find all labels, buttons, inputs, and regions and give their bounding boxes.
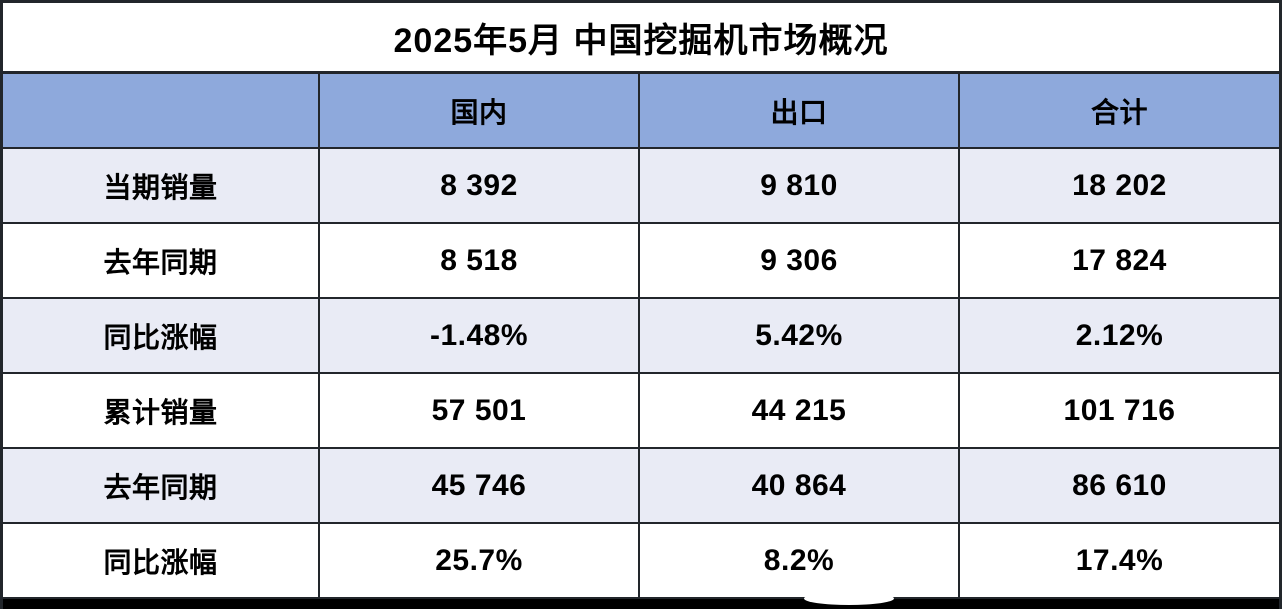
row-label: 累计销量 <box>103 396 218 428</box>
cell-domestic: 8 518 <box>318 224 638 297</box>
bottom-bar <box>3 599 1279 609</box>
cell-domestic: 57 501 <box>318 374 638 447</box>
row-label: 去年同期 <box>103 471 218 503</box>
notch-shape <box>804 592 894 605</box>
table-row: 去年同期 8 518 9 306 17 824 <box>3 224 1279 299</box>
cell-total: 86 610 <box>958 449 1279 522</box>
header-cell-empty <box>3 74 318 147</box>
cell-domestic: -1.48% <box>318 299 638 372</box>
cell-export: 5.42% <box>638 299 958 372</box>
header-cell-export: 出口 <box>638 74 958 147</box>
cell-domestic: 8 392 <box>318 149 638 222</box>
cell-domestic: 45 746 <box>318 449 638 522</box>
page-title: 2025年5月 中国挖掘机市场概况 <box>393 21 889 60</box>
cell-export: 8.2% <box>638 524 958 597</box>
cell-total: 101 716 <box>958 374 1279 447</box>
cell-export: 44 215 <box>638 374 958 447</box>
table-row: 当期销量 8 392 9 810 18 202 <box>3 149 1279 224</box>
row-label: 同比涨幅 <box>103 321 218 353</box>
cell-domestic: 25.7% <box>318 524 638 597</box>
header-cell-total: 合计 <box>958 74 1279 147</box>
row-label: 当期销量 <box>103 171 218 203</box>
cell-total: 2.12% <box>958 299 1279 372</box>
cell-export: 40 864 <box>638 449 958 522</box>
table-header-row: 国内 出口 合计 <box>3 74 1279 149</box>
table-row: 累计销量 57 501 44 215 101 716 <box>3 374 1279 449</box>
table-row: 去年同期 45 746 40 864 86 610 <box>3 449 1279 524</box>
table-row: 同比涨幅 -1.48% 5.42% 2.12% <box>3 299 1279 374</box>
cell-export: 9 306 <box>638 224 958 297</box>
row-label: 去年同期 <box>103 246 218 278</box>
table-title-bar: 2025年5月 中国挖掘机市场概况 <box>3 3 1279 74</box>
cell-total: 18 202 <box>958 149 1279 222</box>
table-row: 同比涨幅 25.7% 8.2% 17.4% <box>3 524 1279 599</box>
cell-export: 9 810 <box>638 149 958 222</box>
cell-total: 17 824 <box>958 224 1279 297</box>
header-cell-domestic: 国内 <box>318 74 638 147</box>
cell-total: 17.4% <box>958 524 1279 597</box>
row-label: 同比涨幅 <box>103 546 218 578</box>
